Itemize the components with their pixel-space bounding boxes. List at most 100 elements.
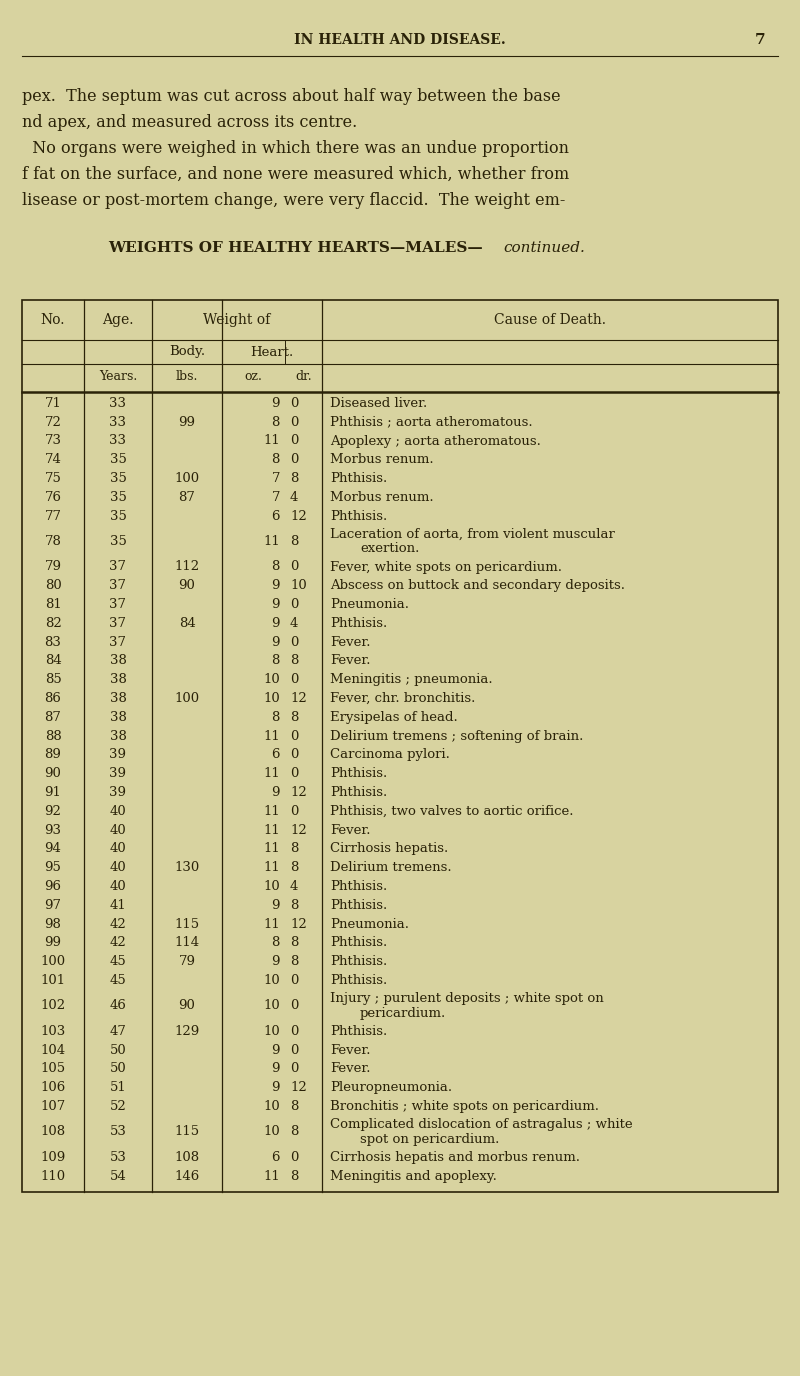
Text: 8: 8 xyxy=(290,861,298,874)
Text: Injury ; purulent deposits ; white spot on: Injury ; purulent deposits ; white spot … xyxy=(330,992,604,1006)
Text: 39: 39 xyxy=(110,768,126,780)
Text: 71: 71 xyxy=(45,396,62,410)
Text: 108: 108 xyxy=(41,1126,66,1138)
Text: dr.: dr. xyxy=(295,370,312,384)
Text: 8: 8 xyxy=(290,842,298,856)
Text: 0: 0 xyxy=(290,560,298,574)
Text: 10: 10 xyxy=(263,692,280,705)
Text: No organs were weighed in which there was an undue proportion: No organs were weighed in which there wa… xyxy=(22,140,569,157)
Text: 50: 50 xyxy=(110,1062,126,1076)
Text: 8: 8 xyxy=(290,1099,298,1113)
Text: 87: 87 xyxy=(178,491,195,504)
Text: lisease or post-mortem change, were very flaccid.  The weight em-: lisease or post-mortem change, were very… xyxy=(22,193,566,209)
Text: 12: 12 xyxy=(290,509,306,523)
Text: 108: 108 xyxy=(174,1150,199,1164)
Text: Phthisis.: Phthisis. xyxy=(330,509,387,523)
Text: 8: 8 xyxy=(290,1126,298,1138)
Text: 76: 76 xyxy=(45,491,62,504)
Text: 83: 83 xyxy=(45,636,62,648)
Text: 35: 35 xyxy=(110,509,126,523)
Text: 8: 8 xyxy=(290,899,298,912)
Text: 40: 40 xyxy=(110,824,126,837)
Text: 99: 99 xyxy=(45,937,62,949)
Text: 11: 11 xyxy=(263,435,280,447)
Text: 112: 112 xyxy=(174,560,199,574)
Text: 33: 33 xyxy=(110,416,126,429)
Text: 37: 37 xyxy=(110,579,126,592)
Text: 38: 38 xyxy=(110,729,126,743)
Text: 82: 82 xyxy=(45,616,62,630)
Text: 10: 10 xyxy=(263,881,280,893)
Text: 100: 100 xyxy=(41,955,66,969)
Text: Phthisis ; aorta atheromatous.: Phthisis ; aorta atheromatous. xyxy=(330,416,533,429)
Text: 104: 104 xyxy=(41,1044,66,1057)
Text: 96: 96 xyxy=(45,881,62,893)
Text: 12: 12 xyxy=(290,824,306,837)
Text: 9: 9 xyxy=(271,636,280,648)
Text: Delirium tremens ; softening of brain.: Delirium tremens ; softening of brain. xyxy=(330,729,583,743)
Text: 50: 50 xyxy=(110,1044,126,1057)
Text: 38: 38 xyxy=(110,711,126,724)
Text: IN HEALTH AND DISEASE.: IN HEALTH AND DISEASE. xyxy=(294,33,506,47)
Text: 7: 7 xyxy=(271,472,280,486)
Text: 9: 9 xyxy=(271,955,280,969)
Text: lbs.: lbs. xyxy=(176,370,198,384)
Text: 10: 10 xyxy=(263,1099,280,1113)
Text: 40: 40 xyxy=(110,861,126,874)
Text: 80: 80 xyxy=(45,579,62,592)
Text: 38: 38 xyxy=(110,692,126,705)
Text: 0: 0 xyxy=(290,1150,298,1164)
Text: 35: 35 xyxy=(110,472,126,486)
Text: Apoplexy ; aorta atheromatous.: Apoplexy ; aorta atheromatous. xyxy=(330,435,541,447)
Text: Weight of: Weight of xyxy=(203,312,270,327)
Text: 12: 12 xyxy=(290,918,306,930)
Text: Morbus renum.: Morbus renum. xyxy=(330,453,434,466)
Text: continued.: continued. xyxy=(503,241,585,255)
Text: Body.: Body. xyxy=(169,345,205,359)
Text: Morbus renum.: Morbus renum. xyxy=(330,491,434,504)
Text: Pneumonia.: Pneumonia. xyxy=(330,918,409,930)
Text: Abscess on buttock and secondary deposits.: Abscess on buttock and secondary deposit… xyxy=(330,579,625,592)
Text: Phthisis.: Phthisis. xyxy=(330,1025,387,1038)
Text: 100: 100 xyxy=(174,472,199,486)
Bar xyxy=(22,300,778,1192)
Text: Diseased liver.: Diseased liver. xyxy=(330,396,427,410)
Text: Cirrhosis hepatis and morbus renum.: Cirrhosis hepatis and morbus renum. xyxy=(330,1150,580,1164)
Text: 8: 8 xyxy=(272,655,280,667)
Text: 8: 8 xyxy=(272,560,280,574)
Text: 8: 8 xyxy=(290,535,298,548)
Text: Phthisis.: Phthisis. xyxy=(330,974,387,987)
Text: Pleuropneumonia.: Pleuropneumonia. xyxy=(330,1082,452,1094)
Text: 88: 88 xyxy=(45,729,62,743)
Text: 12: 12 xyxy=(290,692,306,705)
Text: 130: 130 xyxy=(174,861,200,874)
Text: 35: 35 xyxy=(110,453,126,466)
Text: 54: 54 xyxy=(110,1170,126,1183)
Text: 0: 0 xyxy=(290,453,298,466)
Text: WEIGHTS OF HEALTHY HEARTS—MALES—: WEIGHTS OF HEALTHY HEARTS—MALES— xyxy=(108,241,482,255)
Text: 94: 94 xyxy=(45,842,62,856)
Text: 11: 11 xyxy=(263,805,280,817)
Text: 6: 6 xyxy=(271,749,280,761)
Text: 10: 10 xyxy=(290,579,306,592)
Text: 8: 8 xyxy=(272,937,280,949)
Text: 11: 11 xyxy=(263,768,280,780)
Text: 39: 39 xyxy=(110,749,126,761)
Text: 41: 41 xyxy=(110,899,126,912)
Text: 53: 53 xyxy=(110,1126,126,1138)
Text: 6: 6 xyxy=(271,509,280,523)
Text: 110: 110 xyxy=(41,1170,66,1183)
Text: 11: 11 xyxy=(263,918,280,930)
Text: 42: 42 xyxy=(110,937,126,949)
Text: 7: 7 xyxy=(271,491,280,504)
Text: 109: 109 xyxy=(40,1150,66,1164)
Text: 51: 51 xyxy=(110,1082,126,1094)
Text: 11: 11 xyxy=(263,861,280,874)
Text: 47: 47 xyxy=(110,1025,126,1038)
Text: 9: 9 xyxy=(271,396,280,410)
Text: 8: 8 xyxy=(290,472,298,486)
Text: 92: 92 xyxy=(45,805,62,817)
Text: 0: 0 xyxy=(290,729,298,743)
Text: 87: 87 xyxy=(45,711,62,724)
Text: 9: 9 xyxy=(271,616,280,630)
